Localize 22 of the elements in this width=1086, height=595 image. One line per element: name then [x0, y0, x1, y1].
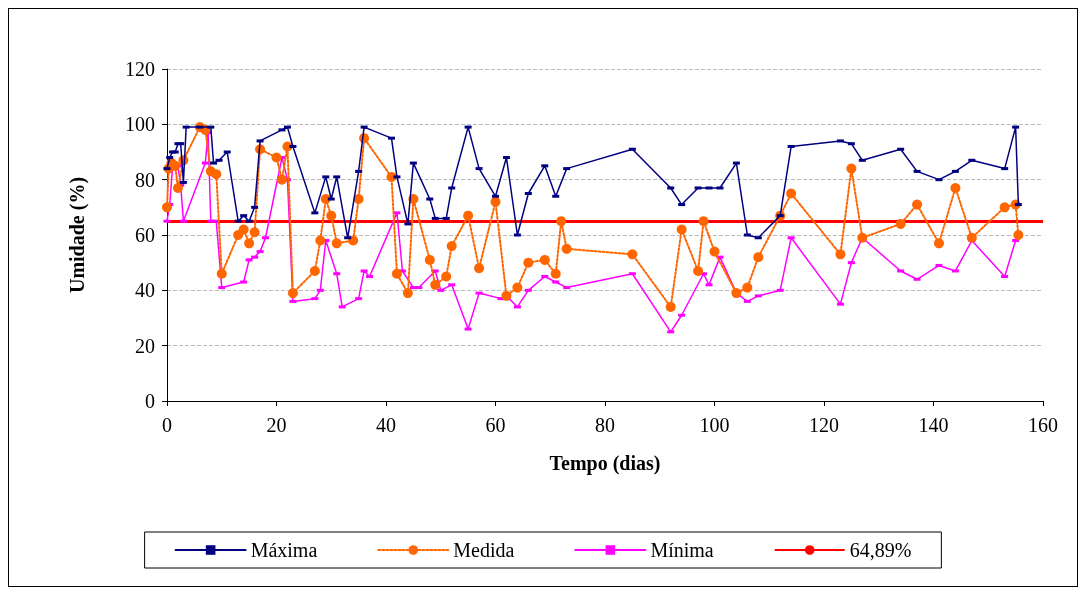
- y-tick-label: 40: [135, 279, 155, 302]
- legend-label: Mínima: [650, 539, 714, 561]
- y-tick-label: 20: [135, 334, 155, 357]
- legend-label: 64,89%: [849, 539, 912, 561]
- y-tick-label: 80: [135, 168, 155, 191]
- x-tick-label: 160: [1028, 414, 1058, 436]
- y-tick-label: 60: [135, 224, 155, 246]
- y-tick-label: 100: [125, 113, 155, 136]
- x-tick-label: 40: [376, 414, 396, 436]
- x-tick-label: 140: [918, 414, 949, 436]
- x-axis-title: Tempo (dias): [549, 452, 661, 475]
- x-tick-label: 120: [809, 414, 839, 436]
- x-tick-label: 20: [266, 414, 287, 436]
- x-tick-label: 60: [485, 414, 506, 436]
- legend-label: Medida: [453, 539, 515, 561]
- legend-label: Máxima: [250, 539, 318, 561]
- x-tick-label: 80: [595, 414, 615, 436]
- y-axis-title: Umidade (%): [66, 176, 89, 294]
- y-tick-label: 120: [125, 58, 155, 80]
- y-tick-label: 0: [145, 390, 155, 412]
- x-tick-label: 100: [699, 414, 730, 436]
- x-tick-label: 0: [162, 414, 172, 436]
